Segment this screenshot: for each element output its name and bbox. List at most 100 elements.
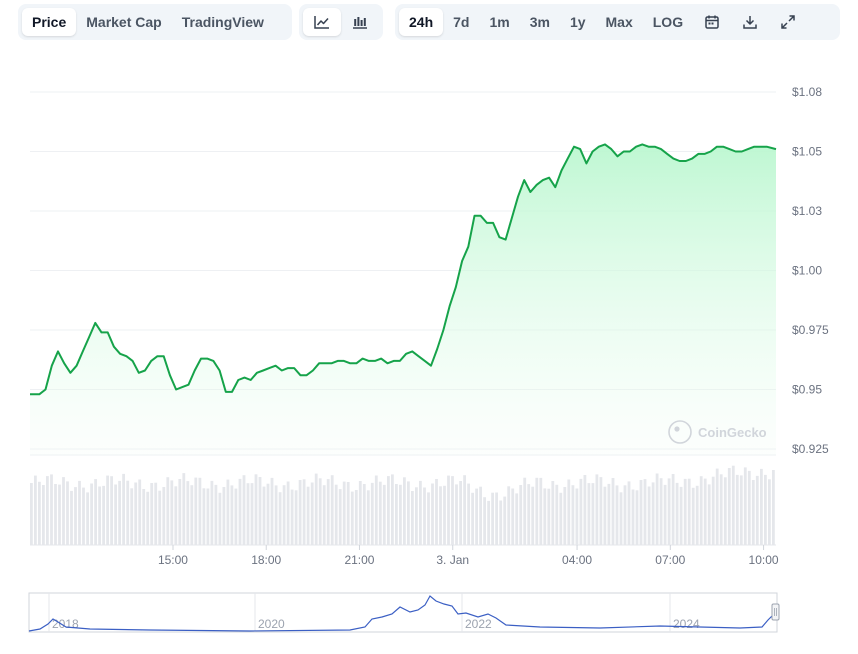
volume-bar [166,477,170,545]
volume-bar [739,475,743,545]
volume-bar [286,481,290,545]
range-1y[interactable]: 1y [569,14,586,30]
range-max[interactable]: Max [605,14,633,30]
volume-bar [362,484,366,545]
volume-bar [322,485,326,545]
volume-bar [222,487,226,545]
range-1m[interactable]: 1m [489,14,510,30]
tab-tradingview[interactable]: TradingView [181,14,264,30]
volume-bar [479,486,482,545]
volume-bar [519,485,523,545]
volume-bar [768,479,771,545]
range-24h[interactable]: 24h [399,8,444,36]
volume-bar [651,482,655,545]
volume-bar [34,475,37,545]
navigator-handle[interactable] [771,603,780,621]
volume-bar [126,480,130,545]
volume-bar [110,476,113,545]
fullscreen-button[interactable] [769,8,807,36]
volume-bar [439,486,442,545]
volume-bar [499,500,503,545]
volume-bar [760,468,763,545]
volume-bar [395,484,398,545]
volume-bar [302,479,306,545]
volume-bar [194,477,198,545]
volume-bar [202,488,206,545]
volume-bar [318,478,322,545]
volume-bar [350,491,354,545]
volume-bar [619,492,623,545]
volume-bar [507,486,511,545]
volume-bar [234,488,238,545]
volume-bar [374,475,378,545]
volume-bar [246,483,250,545]
handle-grip-icon [774,608,777,616]
volume-bar [539,477,543,545]
volume-bar [62,477,65,545]
volume-bar [567,479,571,545]
navigator-year-label: 2024 [673,617,700,631]
volume-bar [342,481,346,545]
volume-bar [719,474,723,545]
range-7d[interactable]: 7d [453,14,470,30]
volume-bar [451,476,454,545]
coingecko-logo-eye [674,426,680,432]
volume-bar [118,480,121,545]
expand-icon [781,15,795,29]
volume-bar [575,488,579,545]
volume-bar [382,484,386,545]
volume-bar [659,478,663,545]
coingecko-watermark: CoinGecko [668,420,767,444]
x-tick-label: 3. Jan [436,553,469,567]
volume-bar [190,485,194,545]
volume-bar [326,479,330,545]
volume-bar [635,490,639,545]
volume-bar [551,481,555,545]
volume-bar [723,477,727,545]
volume-bar [338,489,342,545]
volume-bar [106,475,109,545]
volume-bar [435,479,438,545]
volume-bar [94,479,97,545]
volume-bar [170,480,174,545]
chart-type-switch [299,4,383,40]
volume-bar [687,478,691,545]
volume-bar [274,485,278,545]
date-range-button[interactable] [693,8,731,36]
volume-bar [266,483,270,545]
y-tick-label: $1.05 [792,145,822,159]
volume-bar [639,480,643,545]
x-tick-label: 04:00 [562,553,592,567]
volume-bar [487,500,490,545]
volume-bar [403,477,406,545]
range-selector: 24h 7d 1m 3m 1y Max LOG [395,4,840,40]
volume-bar [146,491,150,545]
volume-bar [366,490,370,545]
volume-bar [330,475,334,545]
volume-bar [571,485,575,545]
x-tick-label: 10:00 [749,553,779,567]
volume-bar [254,474,258,545]
volume-bar [38,481,41,545]
view-tabs: Price Market Cap TradingView [18,4,292,40]
tab-market-cap[interactable]: Market Cap [86,14,162,30]
volume-bar [447,475,450,545]
candlestick-chart-button[interactable] [341,8,379,36]
price-line [30,143,777,396]
range-3m[interactable]: 3m [529,14,550,30]
volume-bar [278,492,282,545]
line-chart-button[interactable] [303,8,341,36]
volume-bar [643,479,647,545]
tab-price[interactable]: Price [22,8,77,36]
volume-bar [587,483,591,545]
volume-bar [627,481,631,545]
volume-bar [711,476,715,545]
volume-bar [407,481,410,545]
volume-bar [699,476,703,545]
navigator-year-label: 2022 [465,617,492,631]
log-scale-toggle[interactable]: LOG [652,14,684,30]
volume-bar [731,465,735,545]
volume-bar [270,477,274,545]
download-button[interactable] [731,8,769,36]
volume-bar [114,484,117,545]
